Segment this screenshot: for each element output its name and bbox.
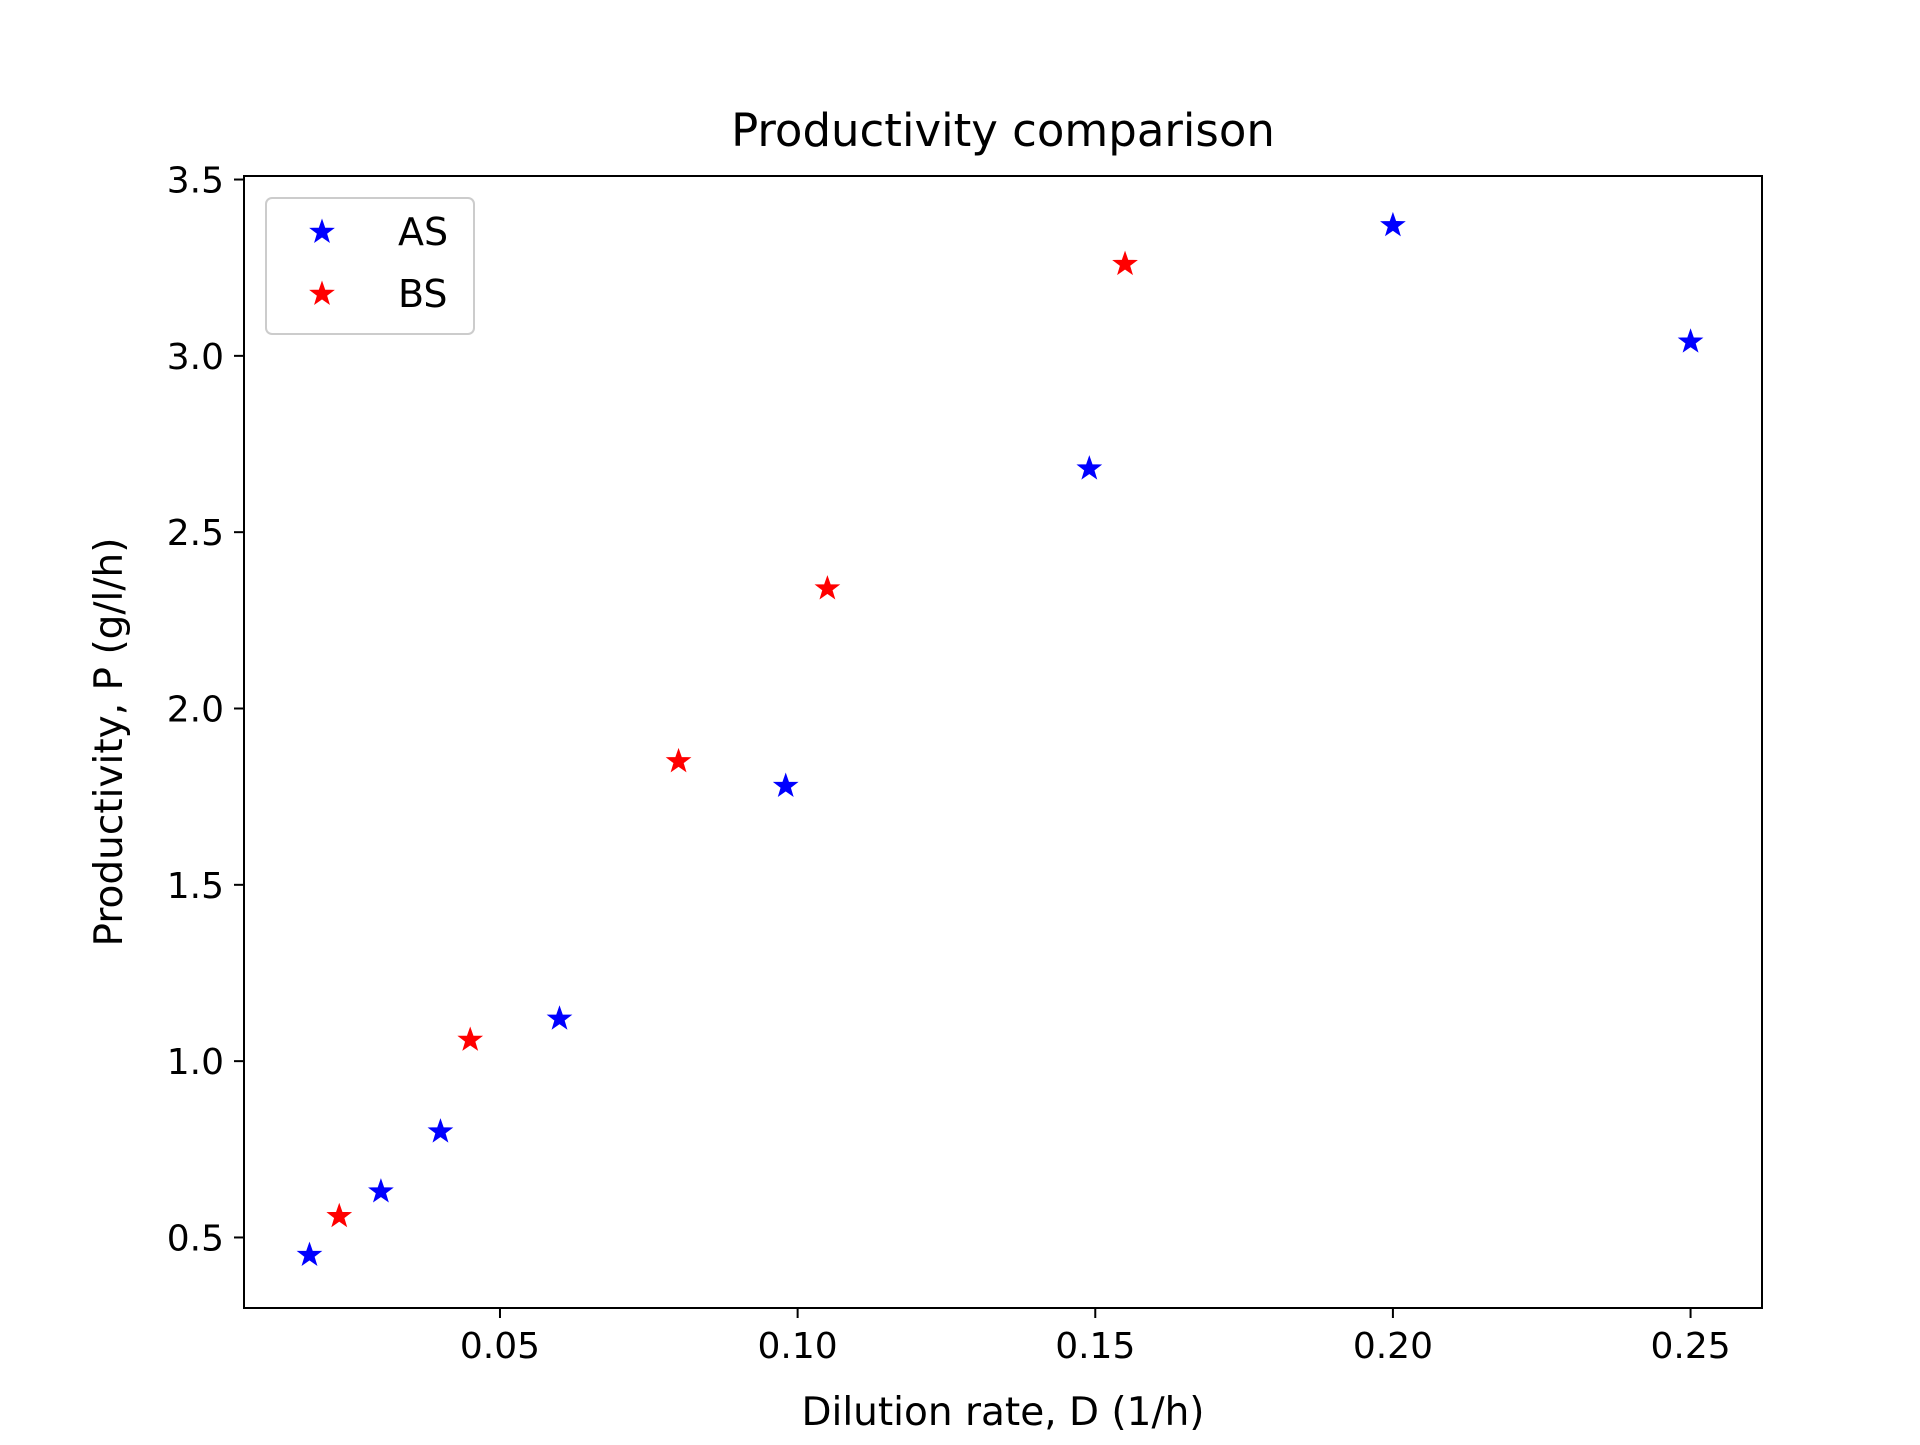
x-tick-label: 0.05 <box>460 1326 540 1367</box>
data-point-bs <box>1112 250 1138 276</box>
data-point-as <box>772 772 799 798</box>
data-points <box>296 211 1704 1267</box>
y-tick-label: 2.0 <box>167 689 224 730</box>
legend-label-bs: BS <box>398 272 448 316</box>
chart-title: Productivity comparison <box>731 104 1275 157</box>
y-tick-label: 3.0 <box>167 337 224 378</box>
x-axis-label: Dilution rate, D (1/h) <box>801 1390 1204 1435</box>
data-point-as <box>1076 455 1103 480</box>
x-tick-label: 0.25 <box>1650 1326 1730 1367</box>
data-point-as <box>546 1005 573 1030</box>
legend-marker-as <box>309 218 335 243</box>
legend-entries: AS BS <box>309 210 448 316</box>
x-tick-label: 0.15 <box>1055 1326 1135 1367</box>
legend-marker-bs <box>309 280 335 305</box>
series-as <box>296 211 1704 1267</box>
legend: AS BS <box>265 197 475 335</box>
x-axis-ticks: 0.05 0.10 0.15 0.20 0.25 <box>460 1308 1731 1367</box>
data-point-as <box>1677 328 1704 353</box>
data-point-as <box>296 1241 323 1267</box>
y-axis-ticks: 0.5 1.0 1.5 2.0 2.5 3.0 3.5 <box>167 161 244 1259</box>
data-point-bs <box>814 575 841 600</box>
y-tick-label: 1.5 <box>167 866 224 907</box>
data-point-bs <box>326 1202 353 1228</box>
legend-label-as: AS <box>398 210 448 254</box>
y-axis-label: Productivity, P (g/l/h) <box>87 538 132 947</box>
plot-area-frame <box>243 175 1763 1309</box>
data-point-as <box>1380 211 1406 237</box>
data-point-bs <box>665 747 692 773</box>
series-bs <box>326 250 1138 1228</box>
y-tick-label: 1.0 <box>167 1042 224 1083</box>
data-point-bs <box>457 1026 484 1051</box>
y-tick-label: 0.5 <box>167 1218 224 1259</box>
x-tick-label: 0.10 <box>758 1326 838 1367</box>
data-point-as <box>427 1118 454 1143</box>
y-tick-label: 3.5 <box>167 161 224 202</box>
x-tick-label: 0.20 <box>1353 1326 1433 1367</box>
y-tick-label: 2.5 <box>167 513 224 554</box>
data-point-as <box>368 1178 394 1203</box>
